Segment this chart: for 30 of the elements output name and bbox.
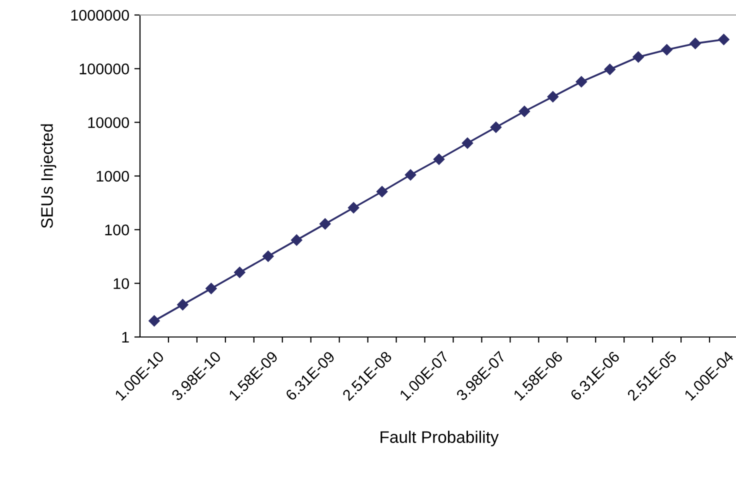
y-tick-label: 10 [114, 278, 129, 290]
y-axis-title: SEUs Injected [40, 124, 56, 228]
point [632, 51, 644, 63]
point [319, 218, 331, 230]
y-tick-label: 1000000 [71, 10, 129, 21]
point [234, 266, 246, 278]
point [177, 299, 188, 310]
point [690, 38, 701, 50]
y-tick-label: 100 [105, 224, 129, 236]
point [206, 282, 217, 294]
point [661, 44, 672, 56]
y-tick-label: 10000 [88, 117, 129, 128]
y-tick-label: 1 [122, 332, 129, 343]
y-tick-label: 1000 [96, 170, 129, 182]
point [490, 122, 502, 133]
point [291, 234, 302, 246]
y-tick-label: 100000 [80, 64, 129, 74]
point [404, 169, 416, 180]
point [148, 315, 160, 326]
point [604, 64, 616, 75]
point [376, 186, 388, 198]
point [547, 91, 559, 102]
point [718, 34, 730, 46]
point [576, 76, 587, 88]
point [348, 202, 360, 214]
point [262, 250, 274, 262]
point [462, 138, 474, 149]
point [518, 106, 530, 117]
point [433, 154, 445, 165]
x-axis-title: Fault Probability [380, 430, 499, 446]
